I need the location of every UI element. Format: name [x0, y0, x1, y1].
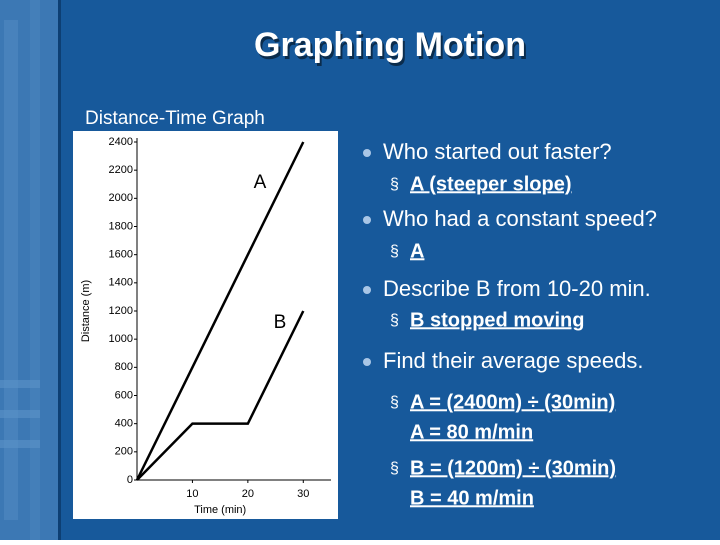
series-line	[135, 141, 305, 481]
title: Graphing Motion	[254, 26, 526, 64]
sub-bullet-text: A (steeper slope)	[410, 173, 572, 195]
side-strip	[0, 0, 58, 540]
y-tick-label: 2400	[109, 136, 133, 148]
bullet-dot	[363, 149, 371, 157]
x-tick-label: 10	[186, 488, 198, 500]
bullet-dot	[363, 286, 371, 294]
x-tick-label: 30	[297, 488, 309, 500]
y-tick-label: 600	[115, 389, 133, 401]
side-edge	[58, 0, 61, 540]
y-axis-label: Distance (m)	[80, 280, 92, 342]
sub-bullet-text: A	[410, 240, 424, 262]
sub-bullet-marker: §	[390, 394, 399, 411]
y-tick-label: 200	[115, 446, 133, 458]
series-label: A	[254, 172, 267, 193]
y-tick-label: 2200	[109, 164, 133, 176]
x-axis-label: Time (min)	[194, 504, 246, 516]
sub-bullet-marker: §	[390, 460, 399, 477]
y-tick-label: 1200	[109, 305, 133, 317]
bullet-list: Who started out faster? § A (steeper slope…	[363, 139, 657, 509]
y-tick-label: 1400	[109, 277, 133, 289]
y-tick-label: 1800	[109, 220, 133, 232]
sub-bullet-text: B = (1200m) ÷ (30min)	[410, 457, 616, 479]
sub-bullet-marker: §	[390, 312, 399, 329]
y-tick-label: 800	[115, 361, 133, 373]
series-line	[136, 310, 305, 481]
chart-panel	[73, 131, 338, 519]
sub-bullet-text: A = 80 m/min	[410, 421, 533, 443]
bullet-text: Describe B from 10-20 min.	[383, 276, 651, 301]
series-label: B	[274, 312, 287, 333]
chart: 0 200 400 600 800 1000 1200 1400 1600 1800 2000 220…	[80, 136, 331, 516]
sub-bullet-marker: §	[390, 176, 399, 193]
y-tick-label: 2000	[109, 192, 133, 204]
title-shadow: Graphing Motion	[256, 29, 528, 67]
sub-bullet-text: A = (2400m) ÷ (30min)	[410, 391, 615, 413]
sub-bullet-text: B stopped moving	[410, 309, 584, 331]
bullet-text: Who started out faster?	[383, 139, 612, 164]
x-tick-label: 20	[242, 488, 254, 500]
bullet-dot	[363, 216, 371, 224]
strip-pattern	[0, 0, 40, 540]
bullet-text: Find their average speeds.	[383, 348, 644, 373]
sub-bullet-text: B = 40 m/min	[410, 487, 534, 509]
y-tick-label: 400	[115, 418, 133, 430]
y-tick-label: 1600	[109, 249, 133, 261]
sub-bullet-marker: §	[390, 243, 399, 260]
y-tick-label: 0	[127, 474, 133, 486]
bullet-text: Who had a constant speed?	[383, 206, 657, 231]
subtitle: Distance-Time Graph	[85, 108, 265, 129]
bullet-dot	[363, 358, 371, 366]
y-tick-label: 1000	[109, 333, 133, 345]
